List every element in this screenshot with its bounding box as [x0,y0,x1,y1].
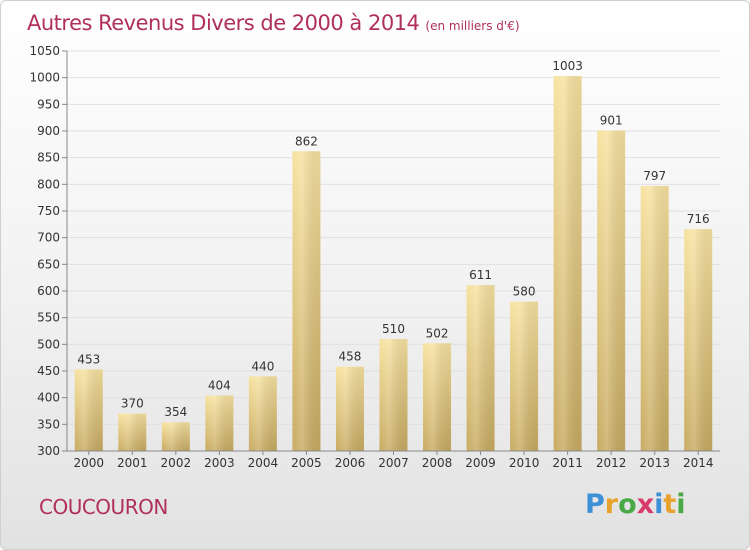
y-tick-label: 600 [37,284,60,298]
bar-value-label: 354 [164,405,187,419]
bar-value-label: 862 [295,134,318,148]
x-tick-label: 2000 [73,456,104,470]
chart-title-unit: (en milliers d'€) [425,19,520,33]
y-tick-label: 450 [37,364,60,378]
bar-shade [597,130,626,451]
y-tick-label: 950 [37,97,60,111]
bar-shade [248,376,277,451]
bar-value-label: 716 [687,212,710,226]
x-tick-label: 2011 [552,456,583,470]
logo-letter: r [604,489,619,520]
bar-shade [640,185,669,451]
bar-shade [74,369,103,451]
y-tick-label: 500 [37,337,60,351]
y-tick-label: 700 [37,231,60,245]
bar-value-label: 797 [643,169,666,183]
y-tick-label: 300 [37,444,60,458]
bar-value-label: 404 [208,379,231,393]
logo-letter: P [585,489,605,520]
x-tick-label: 2009 [465,456,496,470]
bar-shade [466,285,495,451]
logo-letter: x [636,489,655,520]
logo-letter: i [676,489,686,520]
y-tick-label: 550 [37,311,60,325]
x-tick-label: 2006 [335,456,366,470]
chart-title-text: Autres Revenus Divers de 2000 à 2014 [27,11,420,35]
y-tick-label: 750 [37,204,60,218]
bar-value-label: 1003 [552,59,583,73]
y-tick-label: 850 [37,151,60,165]
bars: 453 370 354 404 440 862 458 510 502 611 580 1003 901… [74,59,713,452]
proxiti-logo: Proxiti [585,489,686,520]
logo-letter: t [663,489,677,520]
x-tick-label: 2013 [639,456,670,470]
bar-value-label: 502 [426,326,449,340]
bar-value-label: 440 [251,359,274,373]
bar-shade [553,76,582,452]
bar-value-label: 611 [469,268,492,282]
x-tick-label: 2012 [596,456,627,470]
commune-name: COUCOURON [39,495,168,519]
bar-shade [684,229,713,451]
logo-letter: i [654,489,664,520]
y-tick-label: 800 [37,177,60,191]
x-tick-label: 2007 [378,456,409,470]
bar-shade [205,395,234,451]
y-tick-label: 400 [37,391,60,405]
bar-value-label: 901 [600,113,623,127]
y-tick-label: 650 [37,257,60,271]
bar-shade [118,413,147,451]
x-tick-label: 2003 [204,456,235,470]
chart-title: Autres Revenus Divers de 2000 à 2014 (en … [27,11,520,35]
bar-value-label: 458 [339,350,362,364]
bar-shade [292,151,321,451]
x-tick-label: 2005 [291,456,322,470]
bar-value-label: 453 [77,352,100,366]
x-tick-label: 2002 [161,456,192,470]
x-tick-label: 2004 [248,456,279,470]
bar-shade [161,422,190,451]
x-tick-label: 2008 [422,456,453,470]
bar-value-label: 370 [121,397,144,411]
x-tick-label: 2001 [117,456,148,470]
bar-shade [335,366,364,451]
bar-value-label: 580 [513,285,536,299]
y-tick-label: 1000 [29,71,60,85]
bar-value-label: 510 [382,322,405,336]
axes: 300 350 400 450 500 550 600 650 700 750 800 850 900 9… [29,44,720,470]
bar-shade [510,301,539,451]
x-tick-label: 2010 [509,456,540,470]
bar-shade [379,339,408,451]
bar-shade [423,343,452,451]
logo-letter: o [618,489,637,520]
x-tick-label: 2014 [683,456,714,470]
y-tick-label: 900 [37,124,60,138]
y-tick-label: 1050 [29,44,60,58]
y-tick-label: 350 [37,417,60,431]
